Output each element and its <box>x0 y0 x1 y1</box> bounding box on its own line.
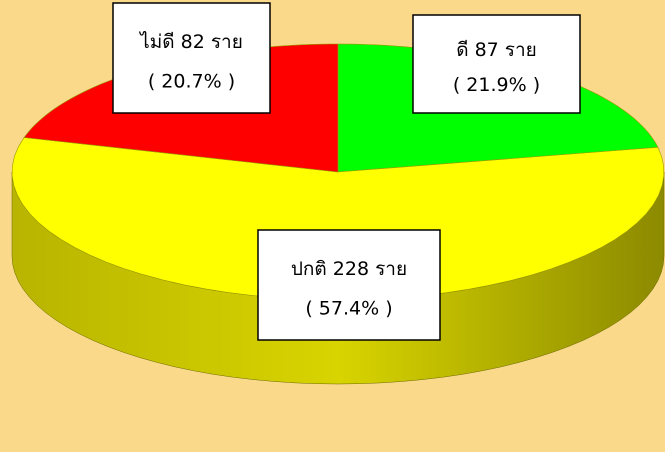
percent-label: ( 20.7% ) <box>148 71 235 93</box>
label-box <box>112 2 271 114</box>
data-label: ปกติ 228 ราย <box>291 258 407 280</box>
percent-label: ( 57.4% ) <box>305 298 392 320</box>
data-label: ดี 87 ราย <box>456 39 537 61</box>
label-box <box>412 14 581 114</box>
percent-label: ( 21.9% ) <box>453 74 540 96</box>
data-label: ไม่ดี 82 ราย <box>138 31 243 53</box>
label-box <box>257 229 441 341</box>
